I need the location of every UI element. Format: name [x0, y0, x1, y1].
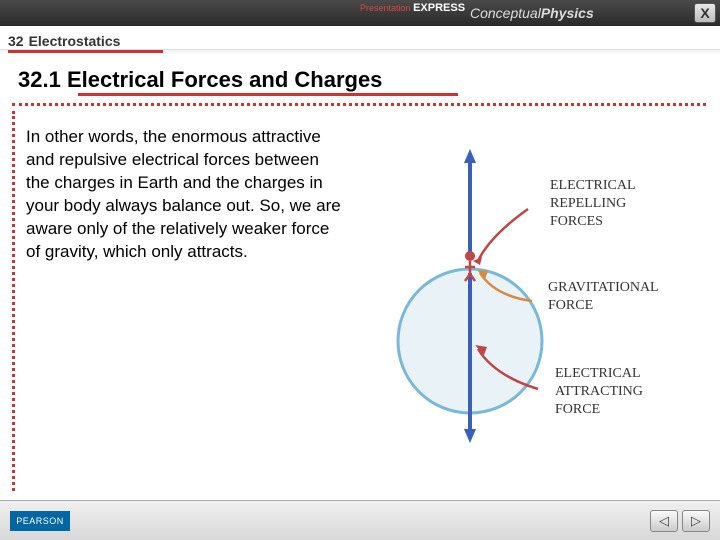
- attract-arrowhead-down: [464, 429, 476, 443]
- chapter-bar: 32 Electrostatics: [0, 26, 720, 50]
- close-icon: X: [700, 5, 709, 21]
- chapter-number: 32: [8, 33, 24, 49]
- product-name: ConceptualPhysics: [0, 5, 594, 21]
- section-underline: [78, 93, 458, 96]
- next-button[interactable]: ▷: [682, 510, 710, 532]
- brand-main: EXPRESS: [413, 2, 465, 14]
- forces-svg: ELECTRICAL REPELLING FORCES GRAVITATIONA…: [360, 141, 690, 461]
- label-grav-1: GRAVITATIONAL: [548, 280, 659, 295]
- section-number: 32.1: [18, 67, 61, 92]
- label-repel-1: ELECTRICAL: [550, 178, 636, 193]
- prev-icon: ◁: [659, 513, 669, 529]
- forces-figure: ELECTRICAL REPELLING FORCES GRAVITATIONA…: [360, 141, 690, 461]
- section-heading: 32.1 Electrical Forces and Charges: [18, 67, 706, 93]
- next-icon: ▷: [691, 513, 701, 529]
- dotted-left-border: [12, 111, 15, 491]
- label-grav-2: FORCE: [548, 298, 593, 313]
- brand-prefix: Presentation: [360, 3, 411, 13]
- brand-block: Presentation EXPRESS: [360, 2, 465, 14]
- product-word-1: Conceptual: [470, 5, 541, 21]
- nav-arrows: ◁ ▷: [650, 510, 710, 532]
- label-repel-3: FORCES: [550, 214, 603, 229]
- close-button[interactable]: X: [694, 3, 716, 23]
- publisher-logo: PEARSON: [10, 511, 70, 531]
- label-repel-2: REPELLING: [550, 196, 626, 211]
- dotted-top-border: [12, 103, 706, 106]
- content-area: 32.1 Electrical Forces and Charges In ot…: [0, 53, 720, 501]
- bottom-bar: PEARSON ◁ ▷: [0, 500, 720, 540]
- label-attract-2: ATTRACTING: [555, 384, 643, 399]
- repel-arrowhead-up: [464, 149, 476, 163]
- label-attract-3: FORCE: [555, 402, 600, 417]
- label-attract-1: ELECTRICAL: [555, 366, 641, 381]
- prev-button[interactable]: ◁: [650, 510, 678, 532]
- section-title-text: Electrical Forces and Charges: [67, 67, 382, 92]
- body-paragraph: In other words, the enormous attractive …: [26, 126, 346, 264]
- chapter-title: Electrostatics: [29, 33, 121, 49]
- product-word-2: Physics: [541, 5, 594, 21]
- pointer-repel: [478, 209, 528, 261]
- top-bar: Presentation EXPRESS ConceptualPhysics X: [0, 0, 720, 26]
